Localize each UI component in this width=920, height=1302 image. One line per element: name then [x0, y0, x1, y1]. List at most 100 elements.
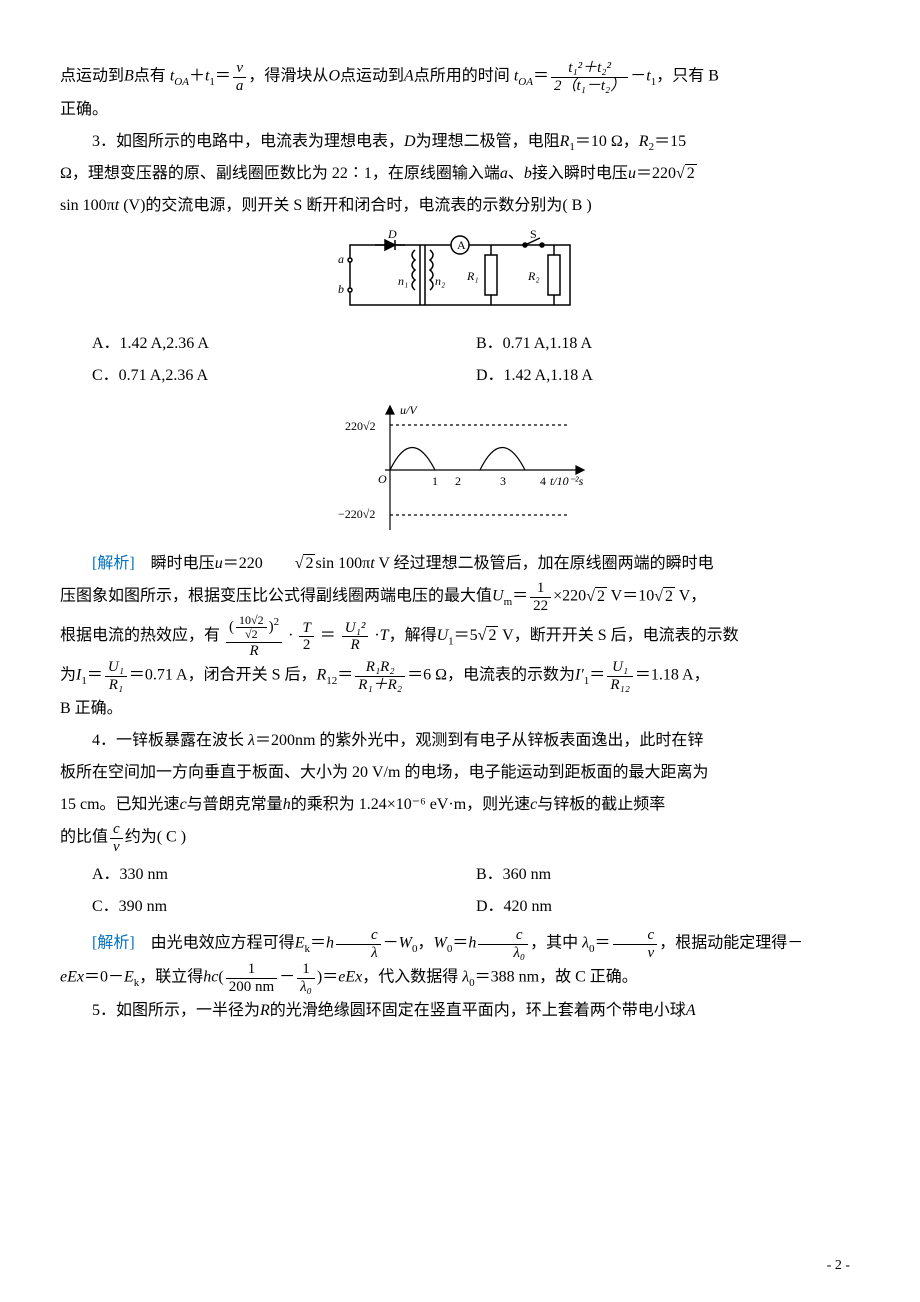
text: ＝10 Ω，	[575, 133, 639, 150]
denominator: a	[233, 78, 247, 95]
denominator: R₁＋R₂	[355, 677, 405, 694]
denominator: λ₀	[297, 979, 315, 996]
var: R	[260, 1002, 270, 1019]
question-4-line3: 15 cm。已知光速c与普朗克常量h的乘积为 1.24×10⁻⁶ eV·m，则光…	[60, 789, 860, 821]
sqrt: 2	[478, 620, 499, 652]
radicand: 2	[595, 587, 607, 605]
var: u	[628, 165, 636, 182]
radicand: 2	[685, 164, 697, 182]
text: ＝	[452, 935, 468, 952]
text: 瞬时电压	[135, 555, 215, 572]
text: 3．如图所示的电路中，电流表为理想电表，	[92, 133, 404, 150]
y-axis-label: u/V	[400, 403, 418, 417]
var: h	[283, 796, 291, 813]
var: c	[180, 796, 187, 813]
var: E	[124, 969, 134, 986]
text: 15 cm。已知光速	[60, 796, 180, 813]
text: 点有	[134, 68, 170, 85]
text: 与锌板的截止频率	[537, 796, 665, 813]
tick-1: 1	[432, 474, 438, 488]
text: 的乘积为 1.24×10⁻⁶ eV·m，则光速	[291, 796, 530, 813]
denominator: 2（t₁－t₂）	[551, 78, 628, 95]
fraction: va	[231, 60, 249, 94]
fraction: U₁R₁	[103, 659, 129, 693]
subscript: OA	[174, 76, 189, 88]
text: ，联立得	[139, 969, 203, 986]
text: ×220	[553, 588, 586, 605]
question-4: 4．一锌板暴露在波长 λ＝200nm 的紫外光中，观测到有电子从锌板表面逸出，此…	[60, 725, 860, 757]
numerator: U₁	[607, 659, 633, 677]
text: 压图象如图所示，根据变压比公式得副线圈两端电压的最大值	[60, 588, 492, 605]
text: V＝10	[607, 588, 654, 605]
var: W	[434, 935, 447, 952]
numerator: c	[110, 821, 123, 839]
solution-3-para1: [解析] 瞬时电压u＝2202sin 100πt V 经过理想二极管后，加在原线…	[60, 548, 860, 580]
denominator: λ	[336, 945, 381, 962]
q3-opt-A: A．1.42 A,2.36 A	[92, 328, 476, 360]
sqrt: 2	[263, 548, 316, 580]
label-a: a	[338, 252, 344, 266]
question-4-line2: 板所在空间加一方向垂直于板面、大小为 20 V/m 的电场，电子能运动到距板面的…	[60, 757, 860, 789]
var: h	[326, 935, 334, 952]
text: 根据电流的热效应，有	[60, 627, 220, 644]
text: 正确。	[60, 94, 860, 126]
fraction: R₁R₂R₁＋R₂	[353, 659, 407, 693]
var: hc	[203, 969, 218, 986]
sqrt: 2	[654, 581, 675, 613]
label-n1: n₁	[398, 274, 408, 288]
text: (V)的交流电源，则开关 S 断开和闭合时，电流表的示数分别为( B )	[119, 197, 591, 214]
numerator: c	[336, 927, 381, 945]
text: 约为( C )	[125, 829, 186, 846]
text: ＝	[320, 627, 336, 644]
q4-options: A．330 nm B．360 nm C．390 nm D．420 nm	[92, 859, 860, 923]
num: 10√2	[236, 614, 267, 628]
var: eEx	[60, 969, 84, 986]
fraction: 1200 nm	[224, 961, 279, 995]
solution-3-para4: 为I1＝U₁R₁＝0.71 A，闭合开关 S 后，R12＝R₁R₂R₁＋R₂＝6…	[60, 659, 860, 693]
text: ＝200nm 的紫外光中，观测到有电子从锌板表面逸出，此时在锌	[255, 732, 703, 749]
question-3-line2: Ω，理想变压器的原、副线圈匝数比为 22∶1，在原线圈输入端a、b接入瞬时电压u…	[60, 158, 860, 190]
text: ＝0.71 A，闭合开关 S 后，	[129, 667, 317, 684]
text: ，根据动能定理得－	[659, 935, 803, 952]
sup: 2	[274, 616, 280, 628]
page-container: 点运动到B点有 tOA＋t1＝va，得滑块从O点运动到A点所用的时间 tOA＝t…	[30, 0, 890, 1300]
text: ，得滑块从	[248, 68, 328, 85]
text: 为	[60, 667, 76, 684]
text: ＝	[512, 588, 528, 605]
var: R	[639, 133, 649, 150]
label-b: b	[338, 282, 344, 296]
page-number: - 2 -	[827, 1252, 850, 1280]
var: u	[215, 555, 223, 572]
label-D: D	[387, 230, 397, 241]
numerator: c	[478, 927, 528, 945]
text: ＋	[189, 68, 205, 85]
numerator: 1	[226, 961, 277, 979]
text: V，	[675, 588, 706, 605]
fraction: cν	[611, 927, 660, 961]
denominator: R	[226, 643, 282, 660]
fraction: T2	[297, 620, 315, 654]
solution-label: [解析]	[92, 555, 135, 572]
text: 的比值	[60, 829, 108, 846]
text: ·	[288, 627, 293, 644]
denominator: ν	[110, 839, 123, 856]
text: 的光滑绝缘圆环固定在竖直平面内，环上套着两个带电小球	[270, 1002, 686, 1019]
var: U	[492, 588, 504, 605]
text: ＝220	[636, 165, 676, 182]
text: 、	[508, 165, 524, 182]
radicand: 2	[486, 626, 498, 644]
solution-4-line2: eEx＝0－Ek，联立得hc(1200 nm－1λ₀)＝eEx，代入数据得 λ0…	[60, 961, 860, 995]
subscript: 12	[326, 675, 337, 687]
text: V，断开开关 S 后，电流表的示数	[498, 627, 738, 644]
question-3: 3．如图所示的电路中，电流表为理想电表，D为理想二极管，电阻R1＝10 Ω，R2…	[60, 126, 860, 158]
text: ＝5	[454, 627, 478, 644]
numerator: c	[613, 927, 658, 945]
numerator: U₁²	[342, 620, 369, 638]
numerator: t₁²＋t₂²	[551, 60, 628, 78]
text: ＝6 Ω，电流表的示数为	[407, 667, 575, 684]
text: 与普朗克常量	[187, 796, 283, 813]
radicand: 2	[663, 587, 675, 605]
fraction: cν	[108, 821, 125, 855]
var: T	[380, 627, 389, 644]
y-min: −220√2	[338, 507, 375, 521]
